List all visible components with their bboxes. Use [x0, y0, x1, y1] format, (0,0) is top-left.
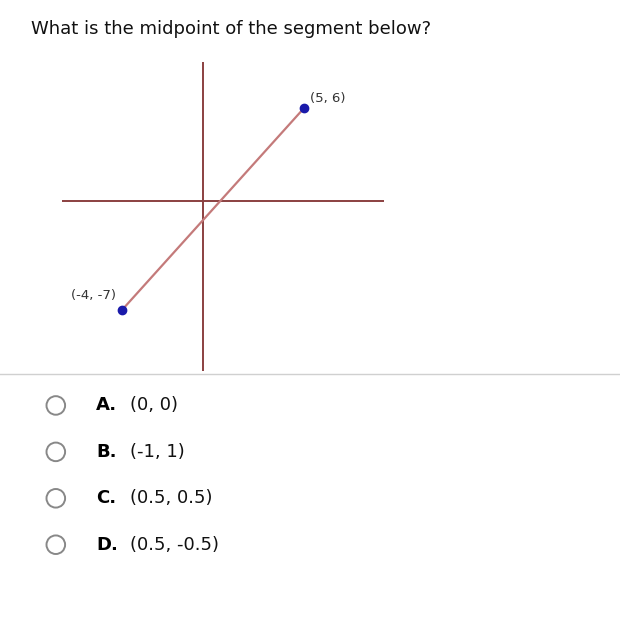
Text: (-4, -7): (-4, -7) — [71, 288, 117, 301]
Text: B.: B. — [96, 443, 117, 461]
Text: A.: A. — [96, 396, 117, 415]
Text: D.: D. — [96, 535, 118, 554]
Text: (-1, 1): (-1, 1) — [130, 443, 185, 461]
Text: (0, 0): (0, 0) — [130, 396, 178, 415]
Text: (0.5, 0.5): (0.5, 0.5) — [130, 489, 213, 508]
Text: (5, 6): (5, 6) — [310, 92, 345, 105]
Text: What is the midpoint of the segment below?: What is the midpoint of the segment belo… — [31, 20, 431, 38]
Text: (0.5, -0.5): (0.5, -0.5) — [130, 535, 219, 554]
Text: C.: C. — [96, 489, 116, 508]
